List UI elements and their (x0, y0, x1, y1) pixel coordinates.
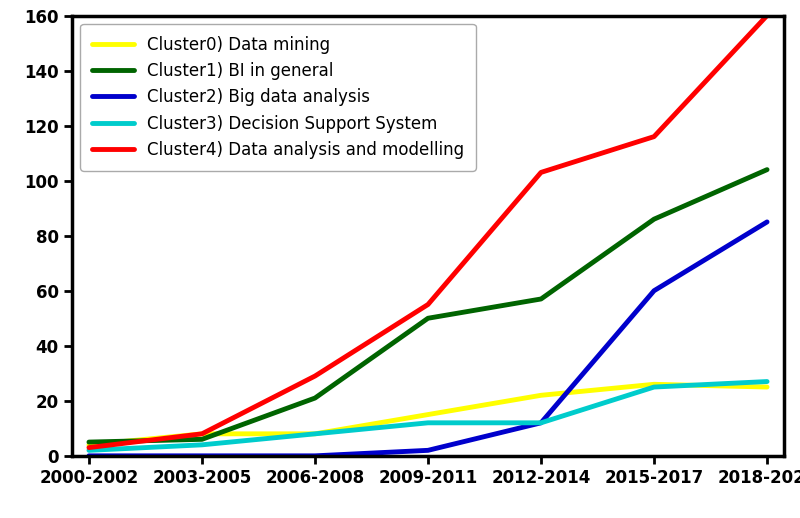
Line: Cluster2) Big data analysis: Cluster2) Big data analysis (89, 222, 767, 456)
Cluster0) Data mining (762, 384, 772, 390)
Cluster0) Data mining (423, 411, 433, 418)
Cluster0) Data mining (197, 431, 206, 437)
Cluster0) Data mining (536, 392, 546, 398)
Cluster2) Big data analysis (423, 447, 433, 453)
Line: Cluster1) BI in general: Cluster1) BI in general (89, 169, 767, 442)
Cluster3) Decision Support System (84, 447, 94, 453)
Cluster1) BI in general (536, 296, 546, 302)
Cluster0) Data mining (310, 431, 320, 437)
Line: Cluster4) Data analysis and modelling: Cluster4) Data analysis and modelling (89, 16, 767, 448)
Cluster2) Big data analysis (650, 287, 659, 294)
Cluster4) Data analysis and modelling (197, 431, 206, 437)
Cluster4) Data analysis and modelling (310, 373, 320, 379)
Cluster3) Decision Support System (536, 420, 546, 426)
Cluster3) Decision Support System (197, 442, 206, 448)
Cluster2) Big data analysis (197, 453, 206, 459)
Cluster1) BI in general (197, 436, 206, 442)
Line: Cluster0) Data mining: Cluster0) Data mining (89, 384, 767, 445)
Cluster3) Decision Support System (762, 379, 772, 385)
Cluster4) Data analysis and modelling (84, 444, 94, 451)
Cluster1) BI in general (84, 439, 94, 445)
Cluster2) Big data analysis (762, 219, 772, 225)
Line: Cluster3) Decision Support System: Cluster3) Decision Support System (89, 382, 767, 450)
Cluster4) Data analysis and modelling (536, 169, 546, 176)
Cluster3) Decision Support System (310, 431, 320, 437)
Cluster4) Data analysis and modelling (762, 12, 772, 19)
Legend: Cluster0) Data mining, Cluster1) BI in general, Cluster2) Big data analysis, Clu: Cluster0) Data mining, Cluster1) BI in g… (80, 24, 476, 170)
Cluster3) Decision Support System (423, 420, 433, 426)
Cluster4) Data analysis and modelling (423, 301, 433, 308)
Cluster4) Data analysis and modelling (650, 134, 659, 140)
Cluster2) Big data analysis (84, 453, 94, 459)
Cluster0) Data mining (84, 442, 94, 448)
Cluster1) BI in general (423, 315, 433, 321)
Cluster0) Data mining (650, 381, 659, 387)
Cluster2) Big data analysis (310, 453, 320, 459)
Cluster1) BI in general (310, 395, 320, 401)
Cluster1) BI in general (650, 216, 659, 222)
Cluster2) Big data analysis (536, 420, 546, 426)
Cluster1) BI in general (762, 166, 772, 172)
Cluster3) Decision Support System (650, 384, 659, 390)
